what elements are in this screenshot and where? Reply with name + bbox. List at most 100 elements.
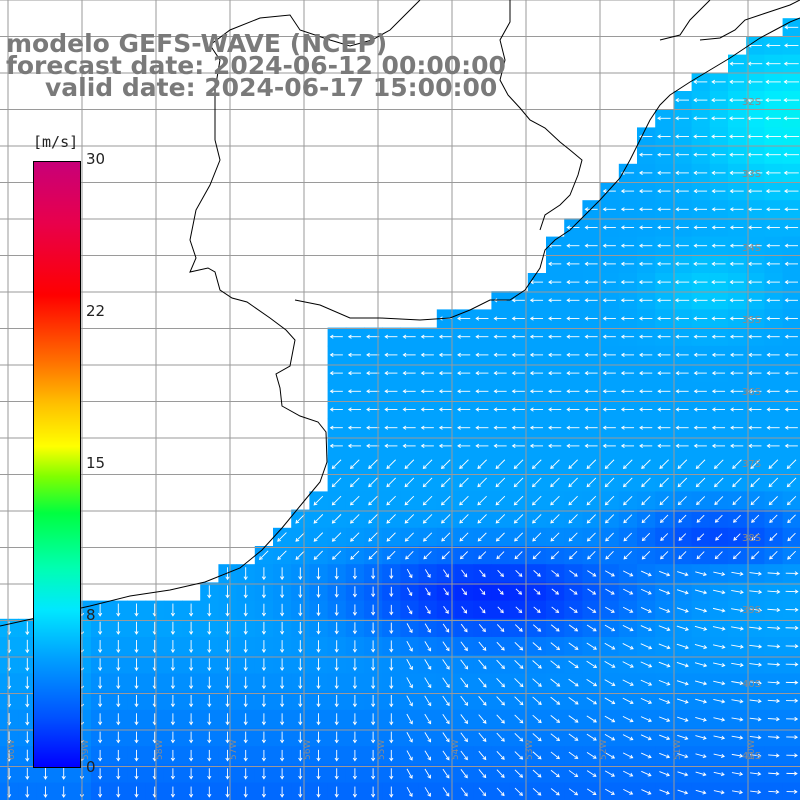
wind-arrow	[389, 640, 394, 653]
wind-arrow	[622, 734, 634, 741]
wind-arrow	[604, 514, 615, 524]
wind-arrow	[693, 407, 707, 412]
wind-arrow	[420, 352, 434, 357]
wind-arrow	[478, 659, 487, 670]
wind-arrow	[513, 477, 524, 488]
wind-arrow	[352, 731, 357, 744]
wind-arrow	[331, 477, 342, 488]
wind-arrow	[495, 532, 505, 542]
wind-arrow	[334, 567, 339, 580]
wind-speed-cell	[618, 782, 638, 800]
wind-arrow	[695, 716, 707, 722]
wind-arrow	[371, 676, 376, 690]
wind-arrow	[331, 459, 342, 470]
wind-arrow	[657, 134, 671, 139]
wind-arrow	[243, 749, 248, 762]
wind-arrow	[695, 698, 708, 704]
wind-arrow	[641, 770, 652, 777]
wind-arrow	[478, 551, 487, 560]
wind-arrow	[475, 371, 489, 376]
wind-arrow	[676, 680, 689, 686]
wind-arrow	[243, 694, 248, 708]
wind-arrow	[677, 496, 687, 506]
wind-arrow	[602, 389, 616, 394]
wind-arrow	[568, 551, 578, 560]
model-title: modelo GEFS-WAVE (NCEP)	[6, 29, 388, 58]
wind-arrow	[765, 134, 781, 139]
wind-arrow	[587, 570, 597, 577]
wind-arrow	[766, 225, 780, 230]
wind-arrow	[711, 225, 726, 230]
wind-arrow	[766, 443, 780, 448]
wind-arrow	[769, 514, 778, 524]
wind-arrow	[548, 280, 562, 285]
wind-arrow	[711, 443, 726, 448]
wind-arrow	[786, 789, 798, 794]
wind-arrow	[711, 407, 726, 412]
wind-arrow	[693, 334, 708, 339]
wind-arrow	[711, 316, 726, 321]
coastline-rio-de-la-plata	[0, 0, 421, 627]
wind-arrow	[371, 604, 376, 616]
wind-arrow	[731, 771, 744, 777]
wind-arrow	[604, 697, 616, 705]
wind-arrow	[511, 407, 525, 412]
wind-arrow	[568, 770, 579, 778]
wind-arrow	[620, 298, 635, 303]
wind-arrow	[602, 189, 616, 194]
wind-arrow	[765, 43, 781, 48]
wind-arrow	[696, 551, 705, 560]
wind-arrow	[784, 189, 799, 194]
wind-arrow	[584, 334, 598, 339]
wind-arrow	[280, 768, 285, 780]
wind-arrow	[352, 658, 357, 671]
wind-arrow	[386, 514, 396, 524]
wind-arrow	[656, 298, 671, 303]
wind-arrow	[280, 694, 285, 708]
wind-arrow	[438, 407, 453, 412]
wind-arrow	[116, 731, 121, 744]
wind-arrow	[784, 371, 798, 376]
wind-arrow	[693, 170, 708, 175]
wind-arrow	[280, 749, 285, 762]
wind-arrow	[766, 352, 780, 357]
wind-arrow	[207, 731, 212, 744]
wind-arrow	[729, 116, 745, 121]
wind-arrow	[371, 640, 376, 653]
wind-arrow	[768, 753, 780, 758]
wind-arrow	[170, 603, 175, 617]
wind-arrow	[731, 590, 744, 595]
wind-arrow	[640, 643, 653, 650]
wind-arrow	[389, 768, 394, 780]
wind-arrow	[384, 443, 398, 448]
wind-arrow	[749, 662, 763, 667]
wind-arrow	[389, 749, 394, 762]
wind-arrow	[767, 644, 781, 649]
wind-arrow	[406, 568, 413, 579]
wind-arrow	[639, 207, 653, 212]
wind-arrow	[225, 694, 230, 708]
wind-arrow	[566, 334, 580, 339]
wind-arrow	[334, 713, 339, 726]
wind-arrow	[316, 604, 321, 617]
wind-arrow	[550, 788, 560, 796]
wind-arrow	[695, 735, 707, 740]
wind-arrow	[511, 334, 525, 339]
wind-arrow	[784, 243, 799, 248]
wind-arrow	[25, 768, 30, 780]
wind-arrow	[207, 768, 212, 780]
wind-arrow	[584, 298, 598, 303]
wind-arrow	[477, 532, 487, 542]
wind-arrow	[329, 425, 343, 430]
wind-arrow	[566, 243, 580, 248]
wind-arrow	[438, 443, 453, 448]
wind-arrow	[693, 298, 708, 303]
wind-arrow	[316, 658, 321, 672]
wind-arrow	[729, 134, 745, 139]
wind-speed-cell	[600, 782, 620, 800]
wind-arrow	[389, 568, 394, 580]
wind-arrow	[515, 588, 523, 595]
wind-arrow	[243, 658, 248, 672]
wind-arrow	[783, 61, 799, 66]
wind-arrow	[783, 116, 800, 121]
